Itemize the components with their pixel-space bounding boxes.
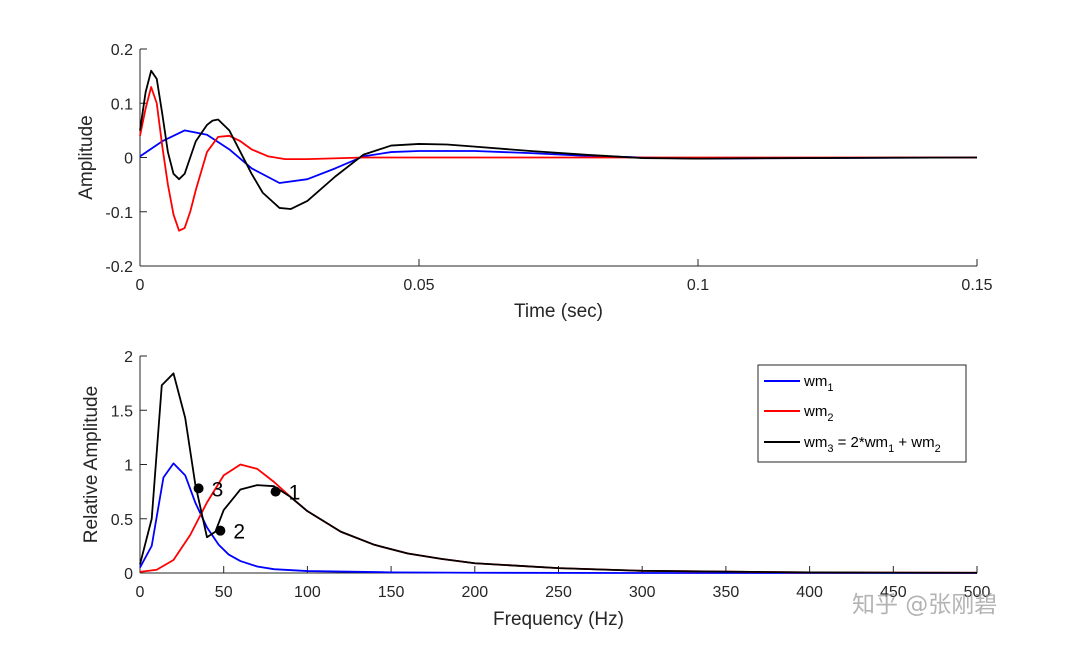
legend: wm1 wm2 wm3 = 2*wm1 + wm2 — [757, 364, 967, 463]
freq-x-tick-label: 150 — [378, 584, 405, 601]
freq-y-tick-label: 1 — [124, 458, 133, 475]
legend-entry-wm3: wm3 = 2*wm1 + wm2 — [803, 434, 941, 455]
time-y-tick-label: 0.2 — [111, 42, 133, 59]
legend-entry-wm1: wm1 — [803, 373, 833, 394]
freq-x-tick-label: 500 — [964, 584, 991, 601]
time-x-tick-label: 0.15 — [961, 277, 992, 294]
annotation-label-2: 2 — [233, 521, 245, 544]
time-y-tick-label: -0.2 — [105, 259, 133, 276]
freq-y-axis-label: Relative Amplitude — [81, 386, 102, 543]
frequency-domain-plot: 0 50 100 150 200 250 300 350 400 450 500 0 0.5 1 1.5 2 F… — [81, 349, 990, 630]
freq-x-tick-label: 350 — [713, 584, 740, 601]
annotation-label-1: 1 — [289, 482, 301, 505]
freq-series-line-wm1 — [139, 462, 977, 574]
freq-series-line-wm2 — [139, 463, 978, 574]
time-x-tick-label: 0 — [136, 277, 145, 294]
time-domain-plot: 0 0.05 0.1 0.15 -0.2 -0.1 0 0.1 0.2 Time (sec) Amp… — [76, 42, 993, 322]
annotation-label-3: 3 — [212, 478, 224, 501]
freq-x-tick-label: 50 — [215, 584, 233, 601]
time-y-tick-label: -0.1 — [105, 205, 133, 222]
watermark: 知乎 @张刚碧 — [852, 592, 997, 618]
freq-x-axis-label: Frequency (Hz) — [493, 609, 624, 630]
annotation-point-1 — [270, 486, 281, 497]
time-series-line-wm3 — [139, 69, 978, 210]
freq-y-tick-label: 1.5 — [111, 403, 133, 420]
freq-y-tick-label: 2 — [124, 349, 133, 366]
time-x-tick-label: 0.05 — [403, 277, 434, 294]
time-series-line-wm2 — [139, 86, 977, 232]
freq-y-tick-label: 0 — [124, 566, 133, 583]
freq-x-tick-label: 200 — [461, 584, 488, 601]
freq-x-tick-label: 100 — [294, 584, 321, 601]
time-y-tick-label: 0 — [124, 151, 133, 168]
freq-y-tick-label: 0.5 — [111, 512, 133, 529]
time-y-tick-label: 0.1 — [111, 96, 133, 113]
time-y-axis-label: Amplitude — [76, 115, 97, 200]
freq-x-tick-label: 450 — [880, 584, 907, 601]
freq-x-tick-label: 300 — [629, 584, 656, 601]
legend-entry-wm2: wm2 — [803, 403, 833, 424]
freq-x-tick-label: 250 — [545, 584, 572, 601]
freq-x-tick-label: 400 — [796, 584, 823, 601]
freq-x-tick-label: 0 — [136, 584, 145, 601]
annotation-point-3 — [193, 483, 204, 494]
time-x-tick-label: 0.1 — [687, 277, 709, 294]
time-x-axis-label: Time (sec) — [514, 301, 603, 322]
freq-series-line-wm3 — [139, 372, 978, 574]
annotation-point-2 — [215, 525, 226, 536]
